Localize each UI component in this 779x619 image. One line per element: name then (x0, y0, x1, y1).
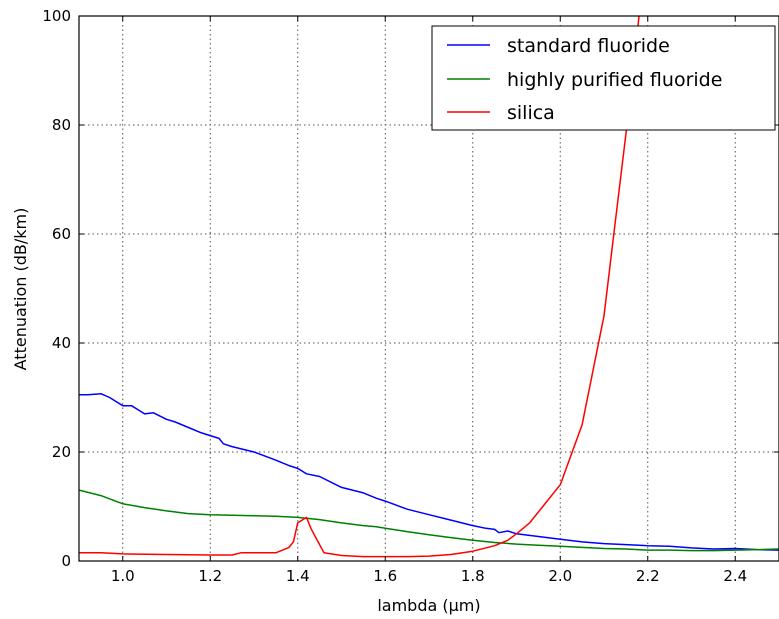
series-line-highly-purified-fluoride (79, 489, 779, 552)
y-tick-label: 60 (52, 225, 71, 243)
y-tick-label: 40 (52, 334, 71, 352)
legend-label-silica: silica (507, 102, 555, 124)
x-tick-label: 1.0 (111, 567, 135, 585)
y-tick-label: 0 (61, 552, 71, 570)
y-tick-label: 100 (42, 7, 71, 25)
x-tick-label: 1.4 (286, 567, 310, 585)
x-tick-label: 1.6 (373, 567, 397, 585)
plot-frame (78, 15, 779, 562)
x-tick-label: 1.8 (461, 567, 485, 585)
legend-label-standard-fluoride: standard fluoride (507, 35, 670, 57)
series-line-standard-fluoride (79, 392, 779, 551)
x-axis-label: lambda (µm) (377, 596, 480, 615)
legend: standard fluoride highly purified fluori… (431, 25, 776, 131)
series-line-silica (79, 16, 640, 558)
y-tick-label: 20 (52, 443, 71, 461)
y-axis-label: Attenuation (dB/km) (11, 208, 30, 371)
x-tick-label: 1.2 (198, 567, 222, 585)
x-tick-label: 2.0 (548, 567, 572, 585)
x-tick-label: 2.4 (723, 567, 747, 585)
x-tick-label: 2.2 (636, 567, 660, 585)
ticks: 1.0 1.2 1.4 1.6 1.8 2.0 2.2 2.4 0 20 40 60 80 100 (42, 7, 779, 585)
y-tick-label: 80 (52, 116, 71, 134)
series-layer (79, 16, 779, 558)
legend-label-highly-purified-fluoride: highly purified fluoride (507, 69, 722, 91)
